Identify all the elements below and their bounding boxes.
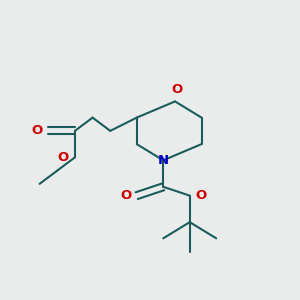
Text: N: N	[158, 154, 169, 167]
Text: O: O	[171, 83, 182, 96]
Text: O: O	[195, 189, 206, 202]
Text: O: O	[57, 151, 68, 164]
Text: O: O	[120, 189, 131, 202]
Text: O: O	[32, 124, 43, 137]
